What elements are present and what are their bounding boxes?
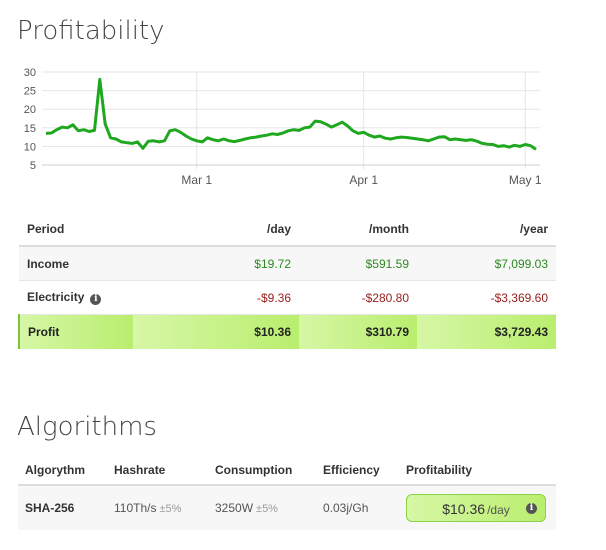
y-tick-label: 10: [24, 141, 36, 153]
profit-unit: /day: [487, 503, 510, 517]
table-header-row: Algorythm Hashrate Consumption Efficienc…: [18, 456, 556, 486]
electricity-row: Electricity i -$9.36 -$280.80 -$3,369.60: [19, 280, 556, 315]
algorithms-table: Algorythm Hashrate Consumption Efficienc…: [18, 456, 556, 530]
electricity-year: -$3,369.60: [417, 280, 556, 315]
profitability-cell: $10.36/day i: [399, 485, 556, 530]
x-tick-label: Mar 1: [181, 173, 212, 187]
info-icon[interactable]: i: [526, 503, 537, 514]
electricity-label: Electricity: [27, 290, 85, 304]
profit-month: $310.79: [299, 314, 417, 349]
electricity-month: -$280.80: [299, 280, 417, 315]
col-consumption: Consumption: [208, 456, 316, 486]
x-tick-label: May 1: [509, 173, 542, 187]
algorithm-row: SHA-256 110Th/s ±5% 3250W ±5% 0.03j/Gh $10…: [18, 485, 556, 530]
col-year: /year: [417, 213, 556, 247]
col-day: /day: [133, 213, 299, 247]
col-profitability: Profitability: [399, 456, 556, 486]
profitability-heading: Profitability: [17, 16, 165, 46]
info-icon[interactable]: i: [90, 294, 102, 305]
income-label: Income: [19, 246, 133, 281]
profit-day: $10.36: [133, 314, 299, 349]
algorithms-heading: Algorithms: [17, 412, 157, 442]
col-algorithm: Algorythm: [18, 456, 107, 486]
consumption-tolerance: ±5%: [256, 503, 278, 515]
profit-value: $10.36: [442, 501, 486, 517]
col-efficiency: Efficiency: [316, 456, 399, 486]
income-year: $7,099.03: [417, 246, 556, 281]
consumption-cell: 3250W ±5%: [208, 485, 316, 530]
y-tick-label: 30: [24, 67, 36, 79]
y-tick-label: 20: [24, 104, 36, 116]
profitability-pill: $10.36/day i: [406, 494, 546, 522]
income-month: $591.59: [299, 246, 417, 281]
y-tick-label: 25: [24, 86, 36, 98]
profit-year: $3,729.43: [417, 314, 556, 349]
x-tick-label: Apr 1: [349, 173, 378, 187]
profitability-table: Period /day /month /year Income $19.72 $…: [18, 213, 556, 349]
table-header-row: Period /day /month /year: [19, 213, 556, 247]
hashrate-value: 110Th/s: [114, 501, 157, 515]
col-period: Period: [19, 213, 133, 247]
electricity-day: -$9.36: [133, 280, 299, 315]
hashrate-cell: 110Th/s ±5%: [107, 485, 208, 530]
profit-label: Profit: [18, 314, 133, 349]
electricity-cell: Electricity i: [19, 280, 133, 315]
consumption-value: 3250W: [215, 501, 254, 515]
income-day: $19.72: [133, 246, 299, 281]
col-month: /month: [299, 213, 417, 247]
efficiency-value: 0.03j/Gh: [316, 485, 399, 530]
hashrate-tolerance: ±5%: [159, 503, 182, 515]
algorithm-name: SHA-256: [18, 485, 107, 530]
profit-row: Profit $10.36 $310.79 $3,729.43: [18, 314, 556, 349]
series-line: [45, 77, 537, 151]
y-tick-label: 15: [24, 123, 36, 135]
col-hashrate: Hashrate: [107, 456, 208, 486]
income-row: Income $19.72 $591.59 $7,099.03: [19, 246, 556, 281]
profitability-chart: 5 10 15 20 25 30 Mar 1 Apr 1 May 1: [24, 67, 542, 187]
y-tick-label: 5: [30, 160, 36, 172]
